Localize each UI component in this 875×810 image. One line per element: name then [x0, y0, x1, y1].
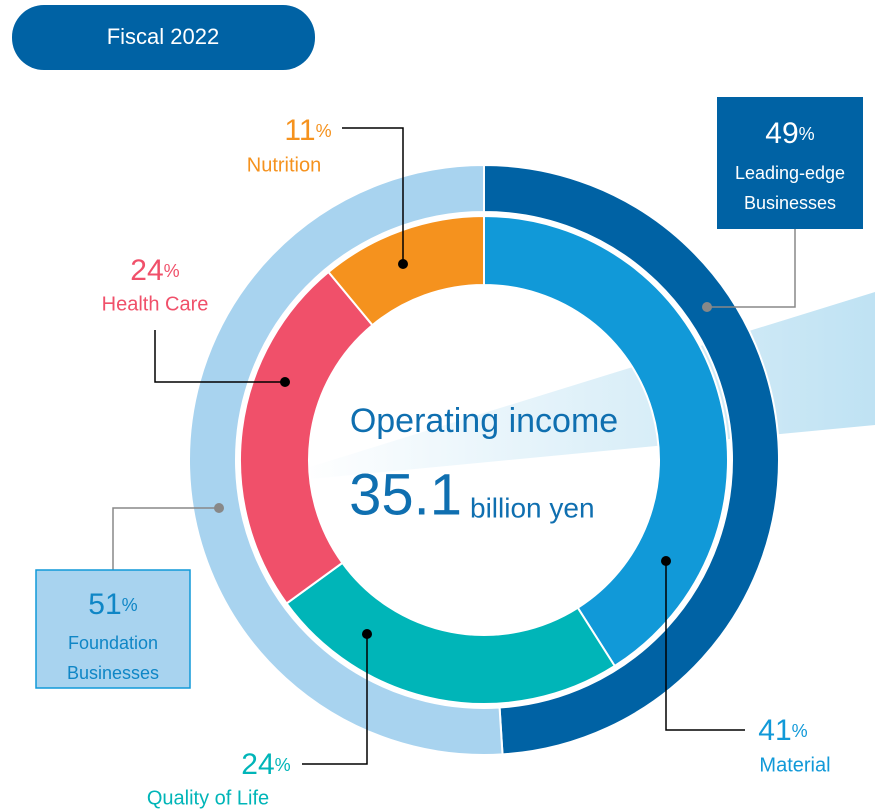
leader-dot	[398, 259, 408, 269]
value-number: 41	[758, 714, 791, 747]
center-label: Operating income	[350, 402, 618, 440]
value-number: 11	[284, 114, 315, 147]
chart-title: Fiscal 2022	[107, 24, 220, 49]
value-label: 41%	[758, 714, 807, 747]
leader-line	[302, 634, 368, 765]
category-label: Foundation	[68, 633, 158, 653]
value-number: 24	[130, 254, 163, 287]
category-label: Businesses	[67, 663, 159, 683]
title-badge	[12, 5, 315, 70]
rings	[188, 163, 780, 756]
label-box	[35, 569, 191, 689]
leader-line	[707, 229, 796, 308]
inner-segment	[327, 214, 485, 327]
labels: 41% Material 24% Quality of Life 24% Health C…	[35, 97, 863, 809]
value-number: 49	[765, 117, 798, 150]
outer-segment	[483, 163, 780, 756]
leader-line	[665, 561, 745, 731]
value-label: 49%	[765, 117, 814, 150]
label-box	[717, 97, 863, 229]
leader-dot	[280, 377, 290, 387]
outer-segment	[188, 163, 504, 756]
center-unit: billion yen	[470, 492, 595, 523]
leader-line	[154, 330, 285, 383]
category-label: Material	[759, 754, 830, 776]
leader-dot	[214, 503, 224, 513]
inner-segment	[285, 561, 617, 705]
value-unit: %	[275, 755, 291, 775]
value-unit: %	[164, 261, 180, 281]
inner-segment	[239, 270, 374, 605]
value-label: 24%	[130, 254, 179, 287]
category-label: Leading-edge	[735, 163, 845, 183]
value-label: 51%	[88, 588, 137, 621]
leader-line	[342, 127, 404, 264]
center-value: 35.1	[349, 462, 462, 527]
category-label: Health Care	[102, 293, 209, 315]
value-number: 24	[241, 748, 274, 781]
category-label: Quality of Life	[147, 787, 269, 809]
leader-dot	[702, 302, 712, 312]
category-label: Businesses	[744, 193, 836, 213]
leader-line	[112, 507, 219, 570]
value-number: 51	[88, 588, 121, 621]
beam	[300, 292, 875, 480]
value-unit: %	[316, 121, 332, 141]
inner-segment	[483, 214, 729, 668]
value-unit: %	[799, 124, 815, 144]
value-unit: %	[122, 595, 138, 615]
leader-dot	[362, 629, 372, 639]
value-label: 11%	[284, 114, 331, 147]
leader-dot	[661, 556, 671, 566]
value-label: 24%	[241, 748, 290, 781]
category-label: Nutrition	[247, 154, 321, 176]
value-unit: %	[792, 721, 808, 741]
